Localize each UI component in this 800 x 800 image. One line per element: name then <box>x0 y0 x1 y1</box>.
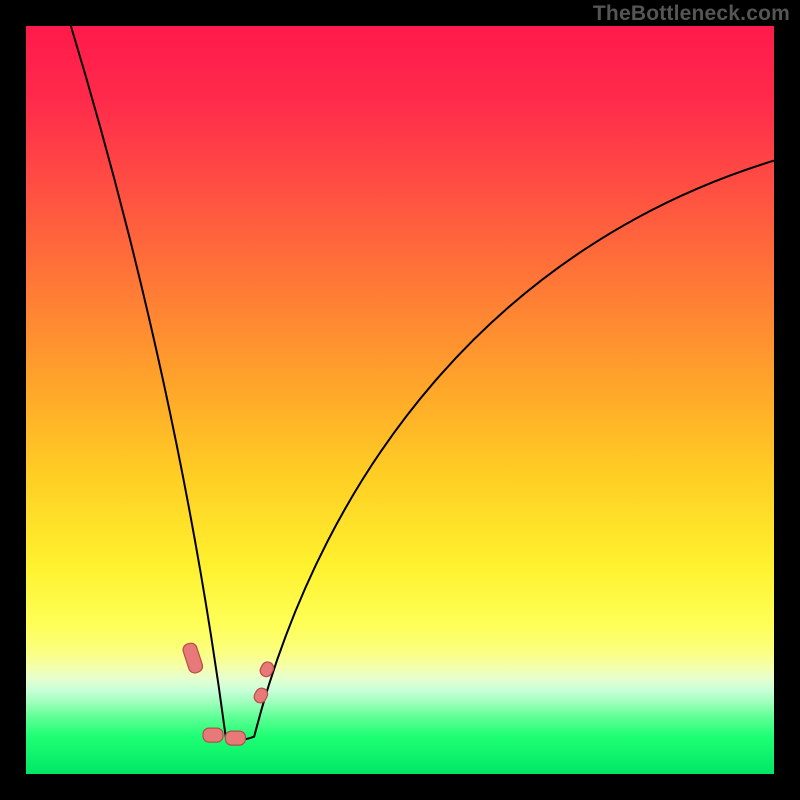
chart-stage: TheBottleneck.com <box>0 0 800 800</box>
watermark-text: TheBottleneck.com <box>593 2 790 26</box>
chart-svg <box>0 0 800 800</box>
curve-marker <box>203 728 223 742</box>
curve-marker <box>225 731 245 745</box>
plot-background <box>26 26 774 774</box>
